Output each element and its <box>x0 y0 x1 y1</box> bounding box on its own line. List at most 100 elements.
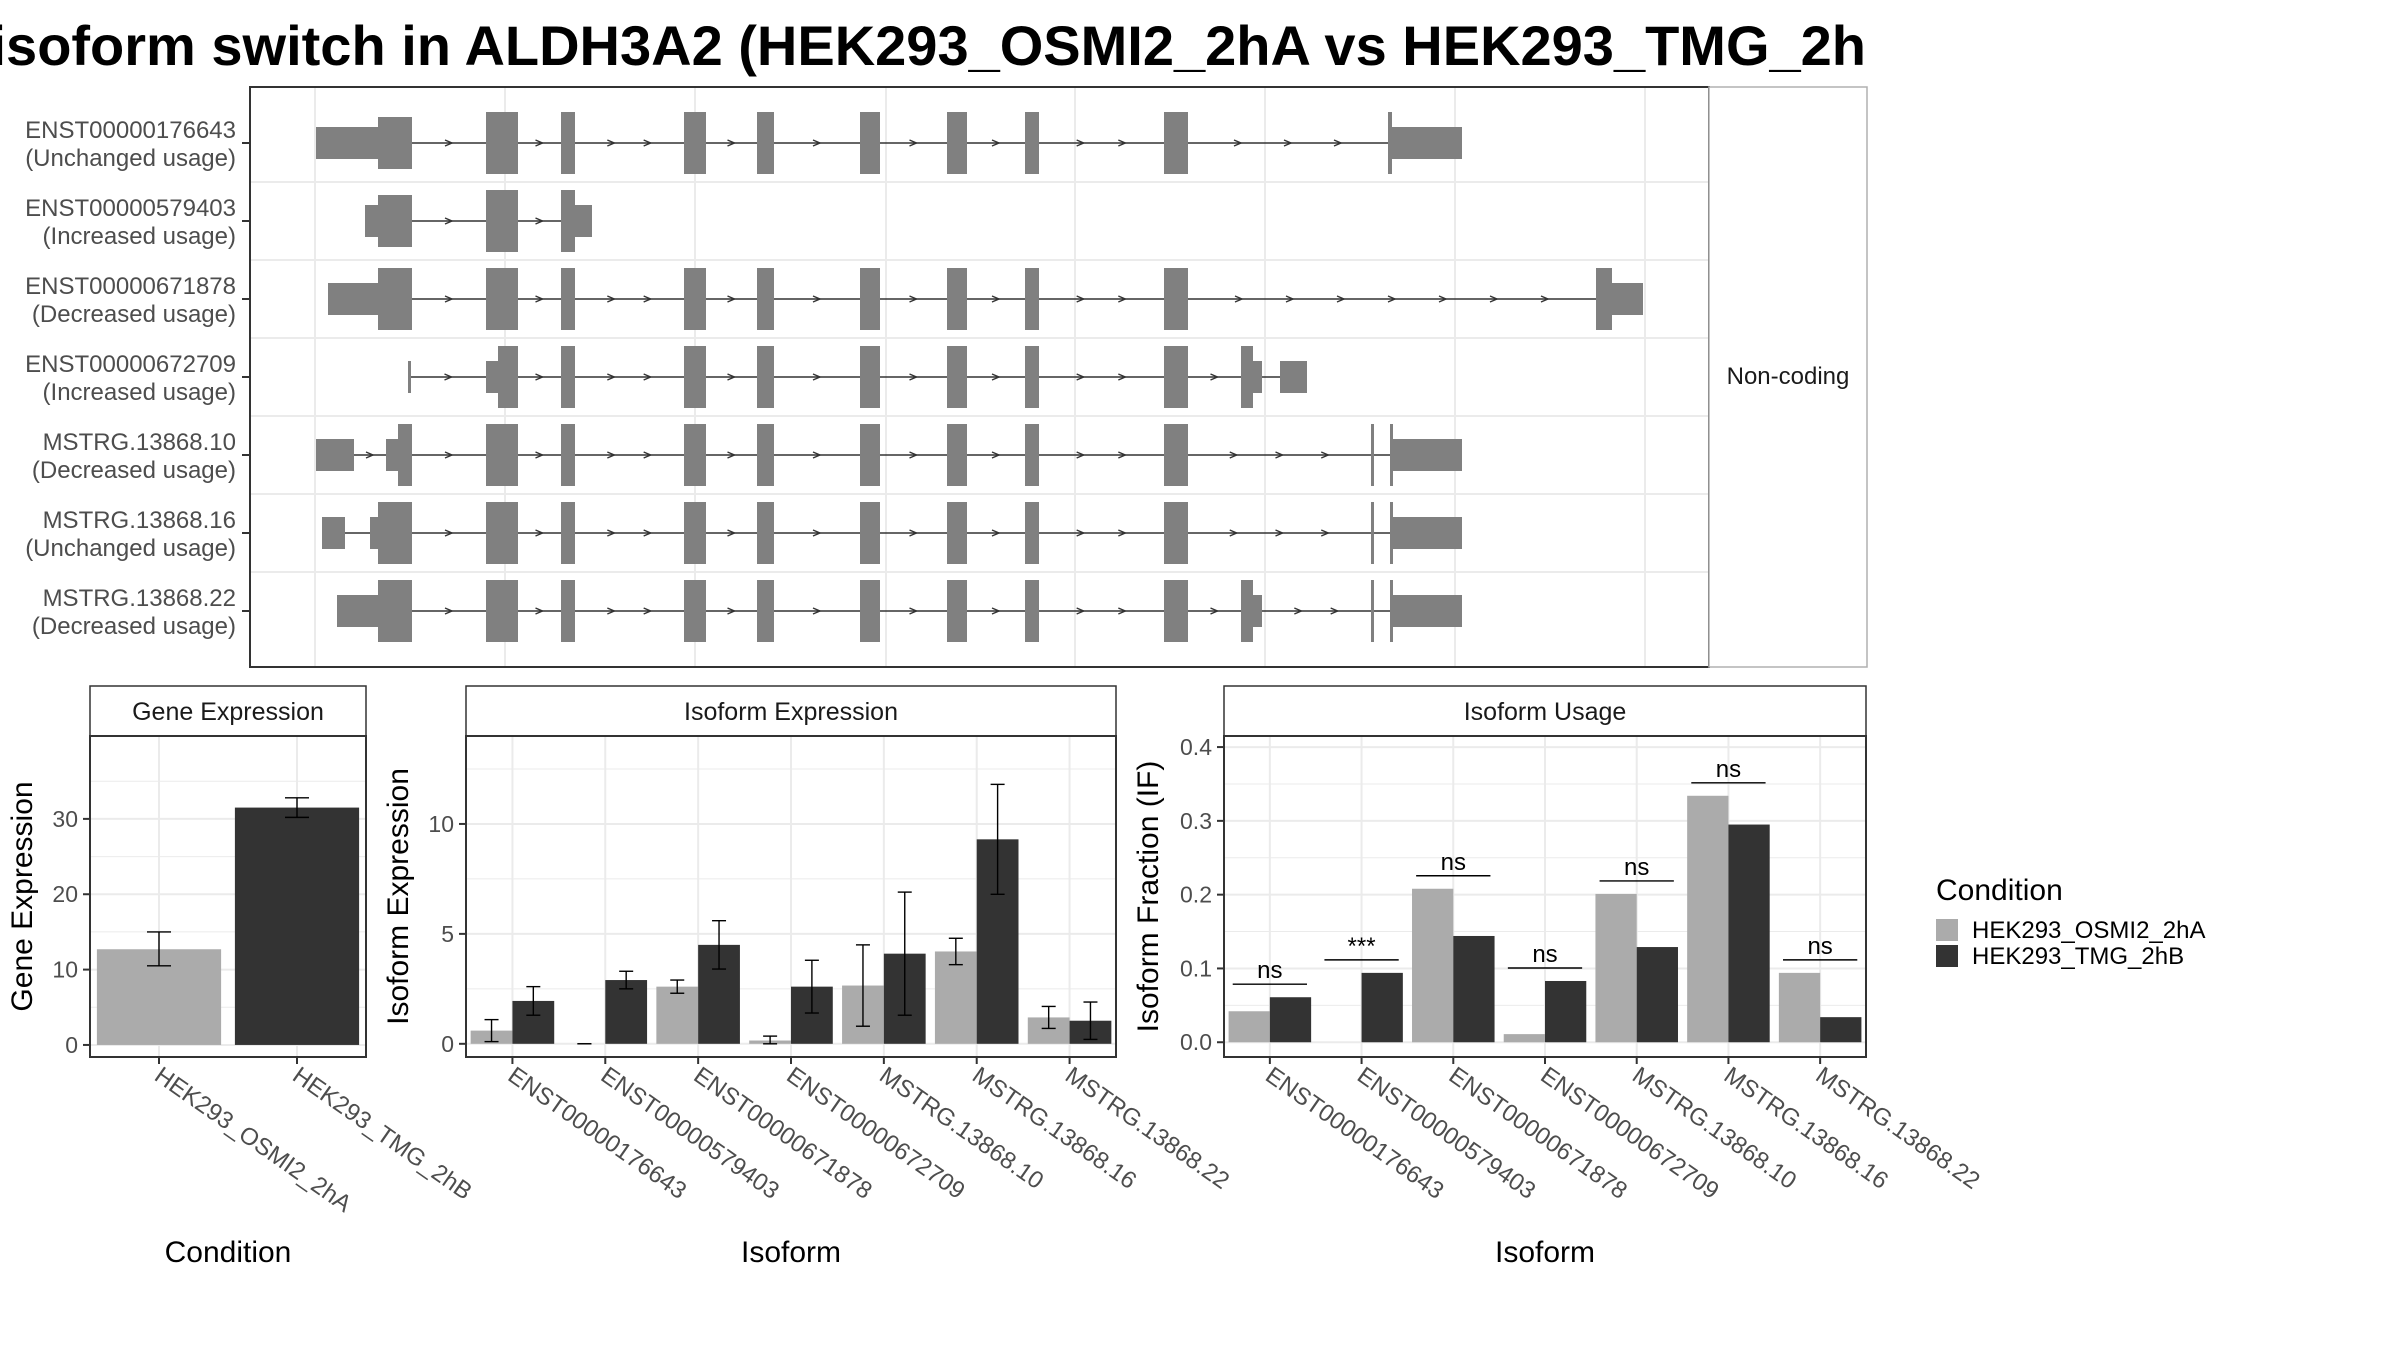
exon-block <box>757 346 774 408</box>
exon-block <box>378 502 412 564</box>
legend-title: Condition <box>1936 874 2063 907</box>
strand-arrow <box>1330 607 1340 615</box>
exon-block <box>684 346 706 408</box>
exon-block <box>1371 424 1374 486</box>
strand-arrow <box>1283 139 1293 147</box>
legend-swatch <box>1936 945 1958 967</box>
exon-block <box>757 502 774 564</box>
strand-arrow <box>643 373 653 381</box>
bar-condition-b <box>605 980 648 1044</box>
strand-arrow <box>643 529 653 537</box>
main-title: e isoform switch in ALDH3A2 (HEK293_OSMI… <box>0 6 1866 86</box>
exon-block <box>860 502 880 564</box>
strand-arrow <box>812 451 822 459</box>
exon-block <box>1164 112 1188 174</box>
strand-arrow <box>535 295 545 303</box>
strand-arrow <box>909 373 919 381</box>
strand-arrow <box>1118 607 1128 615</box>
isoform-id-label: MSTRG.13868.10 <box>43 429 236 456</box>
exon-block <box>947 112 967 174</box>
exon-block <box>316 439 354 471</box>
y-tick-label: 5 <box>441 921 454 947</box>
exon-block <box>947 346 967 408</box>
exon-block <box>1164 502 1188 564</box>
isoform-id-label: ENST00000671878 <box>25 273 236 300</box>
exon-block <box>316 127 378 159</box>
exon-block <box>498 346 518 408</box>
legend-label: HEK293_TMG_2hB <box>1972 943 2184 970</box>
exon-block <box>561 190 575 252</box>
exon-block <box>860 424 880 486</box>
strand-arrow <box>535 139 545 147</box>
exon-block <box>947 268 967 330</box>
strand-arrow <box>1076 373 1086 381</box>
isoform-usage-label: (Unchanged usage) <box>25 145 236 172</box>
strand-arrow <box>1118 451 1128 459</box>
strand-arrow <box>812 373 822 381</box>
panel-title: Gene Expression <box>132 698 324 726</box>
exon-block <box>561 580 575 642</box>
exon-block <box>1371 502 1374 564</box>
exon-block <box>947 424 967 486</box>
y-tick-label: 0.3 <box>1180 808 1212 834</box>
y-tick-label: 0 <box>441 1031 454 1057</box>
exon-block <box>1025 424 1039 486</box>
strand-arrow <box>727 373 737 381</box>
strand-arrow <box>444 451 454 459</box>
strand-arrow <box>812 607 822 615</box>
strand-arrow <box>535 529 545 537</box>
x-tick-label: MSTRG.13868.16 <box>967 1062 1141 1195</box>
bar-gene-expression <box>234 807 360 1045</box>
strand-arrow <box>1118 139 1128 147</box>
exon-block <box>378 195 412 247</box>
exon-block <box>1025 268 1039 330</box>
y-tick-label: 0.4 <box>1180 734 1212 760</box>
bar-condition-b <box>1636 947 1678 1043</box>
strand-arrow <box>909 295 919 303</box>
exon-block <box>860 346 880 408</box>
significance-label: ns <box>1716 756 1741 783</box>
strand-arrow <box>1285 295 1295 303</box>
bar-condition-a <box>1778 972 1821 1043</box>
strand-arrow <box>1320 451 1331 459</box>
strand-arrow <box>444 529 454 537</box>
exon-block <box>365 205 378 237</box>
x-tick-label: MSTRG.13868.10 <box>874 1062 1048 1195</box>
y-tick-label: 30 <box>52 806 78 832</box>
bar-condition-b <box>1453 935 1495 1043</box>
exon-block <box>1025 346 1039 408</box>
strand-arrow <box>444 373 454 381</box>
strand-arrow <box>1234 295 1244 303</box>
strand-arrow <box>812 139 822 147</box>
exon-block <box>757 268 774 330</box>
panel-border <box>1223 735 1867 1058</box>
strand-arrow <box>1489 295 1499 303</box>
strand-arrow <box>643 139 653 147</box>
exon-block <box>561 346 575 408</box>
exon-block <box>1164 580 1188 642</box>
strand-arrow <box>1210 607 1220 615</box>
exon-block <box>1390 502 1393 564</box>
strand-arrow <box>991 607 1001 615</box>
legend-swatch <box>1936 919 1958 941</box>
strand-arrow <box>1275 529 1285 537</box>
exon-block <box>947 502 967 564</box>
exon-block <box>1025 502 1039 564</box>
panel-strip <box>89 685 367 737</box>
panel-border <box>89 735 367 1058</box>
isoform-usage-label: (Decreased usage) <box>32 457 236 484</box>
strand-arrow <box>909 607 919 615</box>
strand-arrow <box>607 529 617 537</box>
exon-block <box>408 361 411 393</box>
isoform-id-label: MSTRG.13868.16 <box>43 507 236 534</box>
exon-block <box>1393 595 1462 627</box>
strand-arrow <box>1320 529 1331 537</box>
exon-block <box>1164 424 1188 486</box>
bar-condition-b <box>1820 1017 1862 1043</box>
bar-condition-b <box>1728 824 1770 1043</box>
y-tick-label: 0.0 <box>1180 1029 1212 1055</box>
exon-block <box>378 117 412 169</box>
y-tick-label: 0.2 <box>1180 882 1212 908</box>
bar-condition-b <box>1269 997 1312 1043</box>
exon-block <box>486 361 498 393</box>
